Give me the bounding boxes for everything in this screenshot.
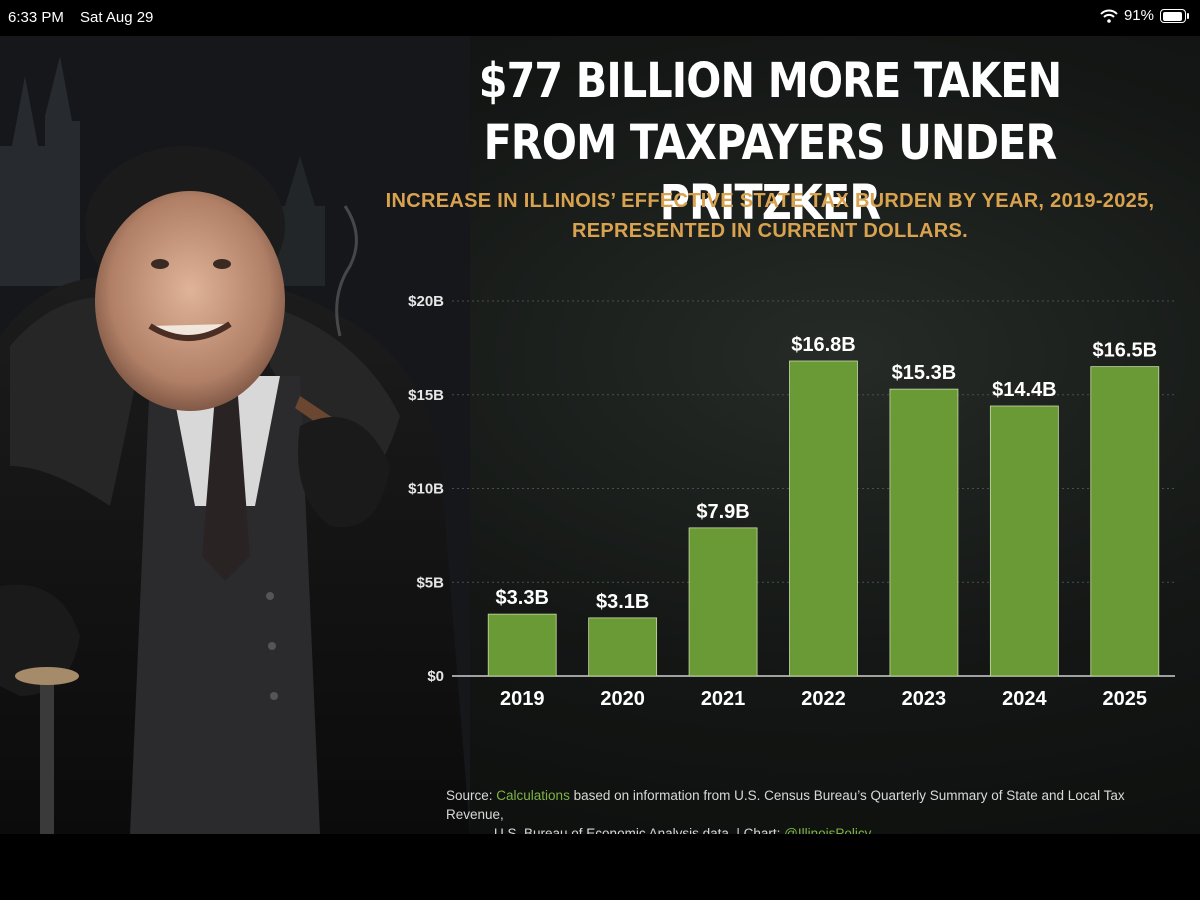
caricature-illustration <box>0 36 470 834</box>
source-handle: @IllinoisPolicy <box>784 826 872 834</box>
data-label: $3.3B <box>496 587 549 609</box>
source-calculations-link[interactable]: Calculations <box>496 788 570 803</box>
y-tick-label: $0 <box>427 668 444 685</box>
wifi-icon <box>1100 9 1118 23</box>
x-tick-label: 2024 <box>1002 688 1047 706</box>
x-tick-label: 2019 <box>500 688 545 706</box>
bars <box>487 360 1160 677</box>
y-tick-label: $15B <box>408 387 444 404</box>
headline-line-2: FROM TAXPAYERS UNDER PRITZKER <box>483 115 1058 231</box>
data-label: $16.5B <box>1093 340 1158 362</box>
x-tick-label: 2021 <box>701 688 746 706</box>
status-date: Sat Aug 29 <box>80 9 154 26</box>
status-time: 6:33 PM <box>8 9 64 26</box>
y-tick-label: $20B <box>408 293 444 310</box>
headline-line-1: $77 BILLION MORE TAKEN <box>478 53 1062 109</box>
data-label: $16.8B <box>791 334 856 356</box>
bar <box>789 360 858 677</box>
bar <box>688 527 758 677</box>
bar <box>1090 366 1160 677</box>
data-label: $15.3B <box>892 362 957 384</box>
battery-icon <box>1160 8 1190 23</box>
status-indicators: 91% <box>1100 7 1190 24</box>
data-label: $3.1B <box>596 591 649 613</box>
bar <box>889 388 959 677</box>
y-axis-ticks: $0 $5B $10B $15B $20B <box>408 293 444 685</box>
y-tick-label: $10B <box>408 481 444 498</box>
source-prefix: Source: <box>446 788 497 803</box>
x-axis-ticks: 2019 2020 2021 2022 2023 2024 2025 <box>500 688 1147 706</box>
bar <box>989 405 1059 677</box>
data-label: $7.9B <box>696 501 749 523</box>
data-label: $14.4B <box>992 379 1057 401</box>
bar <box>487 613 557 677</box>
bottom-bar <box>0 834 1200 900</box>
data-labels: $3.3B $3.1B $7.9B $16.8B $15.3B $14.4B $16.5B <box>496 334 1158 613</box>
y-tick-label: $5B <box>416 574 444 591</box>
infographic: $77 BILLION MORE TAKEN FROM TAXPAYERS UN… <box>0 36 1200 834</box>
x-tick-label: 2025 <box>1103 688 1148 706</box>
bar-chart: $0$5B$10B$15B$20B $3.3B $3.1B$7.9B$16.8B$… <box>408 293 1175 706</box>
battery-percent: 91% <box>1123 7 1154 24</box>
source-line1-text: based on information from U.S. Census Bu… <box>446 788 1125 822</box>
subtitle-line-2: REPRESENTED IN CURRENT DOLLARS. <box>572 220 968 242</box>
bar <box>588 617 658 677</box>
source-note: Source: Calculations based on informatio… <box>446 786 1186 834</box>
x-tick-label: 2023 <box>902 688 947 706</box>
x-tick-label: 2022 <box>801 688 846 706</box>
status-bar: 6:33 PM Sat Aug 29 91% <box>0 0 1200 36</box>
x-tick-label: 2020 <box>600 688 645 706</box>
source-line2-text: U.S. Bureau of Economic Analysis data. |… <box>494 826 785 834</box>
subtitle-line-1: INCREASE IN ILLINOIS’ EFFECTIVE STATE TA… <box>385 190 1155 212</box>
